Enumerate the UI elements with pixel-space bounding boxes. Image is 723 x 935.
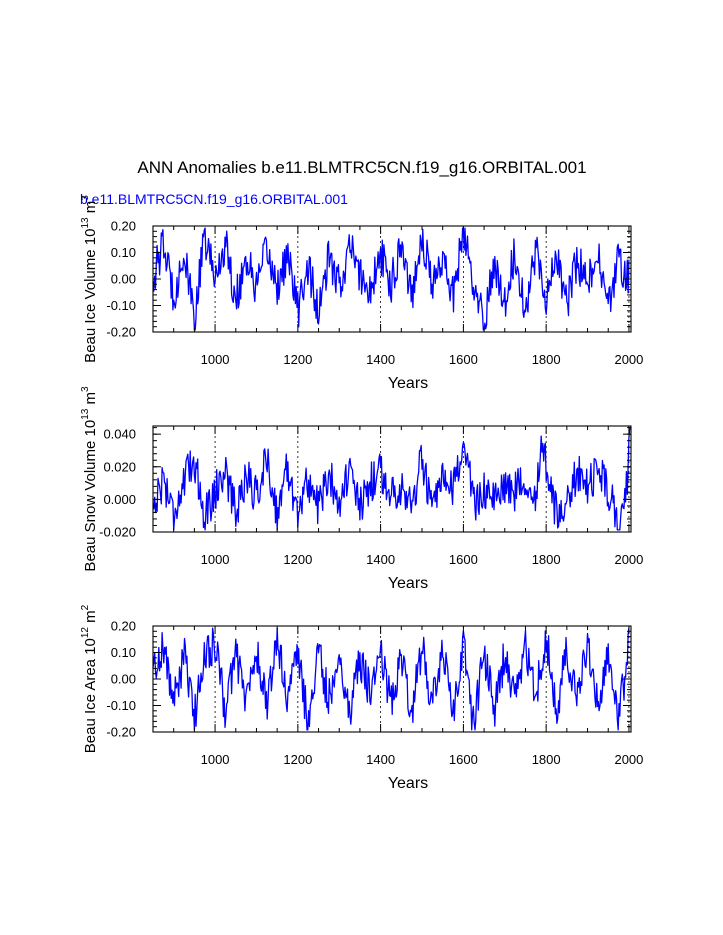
snow-volume-panel: 1000 1200 1400 1600 1800 2000 -0.020 0.000 0.020…: [80, 386, 643, 592]
ice-volume-xtick-label: 1800: [532, 352, 561, 367]
ice-volume-ytick-label: -0.10: [106, 298, 136, 313]
ice-area-x-axis-label: Years: [388, 775, 428, 792]
ice-area-xtick-label: 1200: [283, 752, 312, 767]
ice-volume-ytick-label: 0.00: [111, 272, 136, 287]
snow-volume-xtick-label: 1000: [201, 552, 230, 567]
ice-area-ytick-label: 0.10: [111, 645, 136, 660]
ice-area-panel: 1000 1200 1400 1600 1800 2000 -0.20 -0.10 0.00 0.…: [80, 604, 643, 792]
ice-area-xtick-label: 1000: [201, 752, 230, 767]
ice-area-ytick-label: 0.20: [111, 619, 136, 634]
ice-volume-y-axis-label: Beau Ice Volume 1013 m3: [80, 195, 99, 363]
ice-area-xtick-label: 1400: [366, 752, 395, 767]
snow-volume-xtick-label: 1200: [283, 552, 312, 567]
ice-volume-x-axis-label: Years: [388, 375, 428, 392]
ice-volume-ytick-label: 0.20: [111, 219, 136, 234]
snow-volume-ytick-label: 0.000: [103, 492, 136, 507]
snow-volume-plot-frame: [152, 425, 632, 533]
snow-volume-x-axis-label: Years: [388, 575, 428, 592]
snow-volume-xtick-label: 1600: [449, 552, 478, 567]
ice-volume-ytick-label: -0.20: [106, 325, 136, 340]
snow-volume-ytick-label: 0.040: [103, 427, 136, 442]
snow-volume-y-axis-label: Beau Snow Volume 1013 m3: [80, 386, 99, 572]
ice-volume-series-line: [152, 227, 630, 331]
ice-volume-xtick-label: 1400: [366, 352, 395, 367]
ice-area-series-line: [152, 627, 630, 731]
snow-volume-xtick-label: 1400: [366, 552, 395, 567]
ice-volume-xtick-label: 1200: [283, 352, 312, 367]
snow-volume-ytick-label: 0.020: [103, 459, 136, 474]
snow-volume-ytick-label: -0.020: [99, 525, 136, 540]
snow-volume-xtick-label: 2000: [614, 552, 643, 567]
ice-area-y-axis-label: Beau Ice Area 1012 m2: [80, 604, 99, 753]
run-subtitle: b.e11.BLMTRC5CN.f19_g16.ORBITAL.001: [80, 191, 348, 207]
ice-volume-xtick-label: 1000: [201, 352, 230, 367]
ice-area-xtick-label: 1600: [449, 752, 478, 767]
ice-area-xtick-label: 1800: [532, 752, 561, 767]
ice-area-ytick-label: -0.20: [106, 725, 136, 740]
ice-area-ytick-label: 0.00: [111, 672, 136, 687]
ice-volume-xtick-label: 2000: [614, 352, 643, 367]
ice-volume-panel: 1000 1200 1400 1600 1800 2000 -0.20 -0.10 0.00 0.…: [80, 195, 643, 392]
ice-volume-xtick-label: 1600: [449, 352, 478, 367]
ice-area-ytick-label: -0.10: [106, 698, 136, 713]
ice-area-xtick-label: 2000: [614, 752, 643, 767]
ice-volume-ytick-label: 0.10: [111, 245, 136, 260]
figure-title: ANN Anomalies b.e11.BLMTRC5CN.f19_g16.OR…: [137, 158, 586, 177]
snow-volume-series-line: [152, 427, 631, 531]
snow-volume-xtick-label: 1800: [532, 552, 561, 567]
